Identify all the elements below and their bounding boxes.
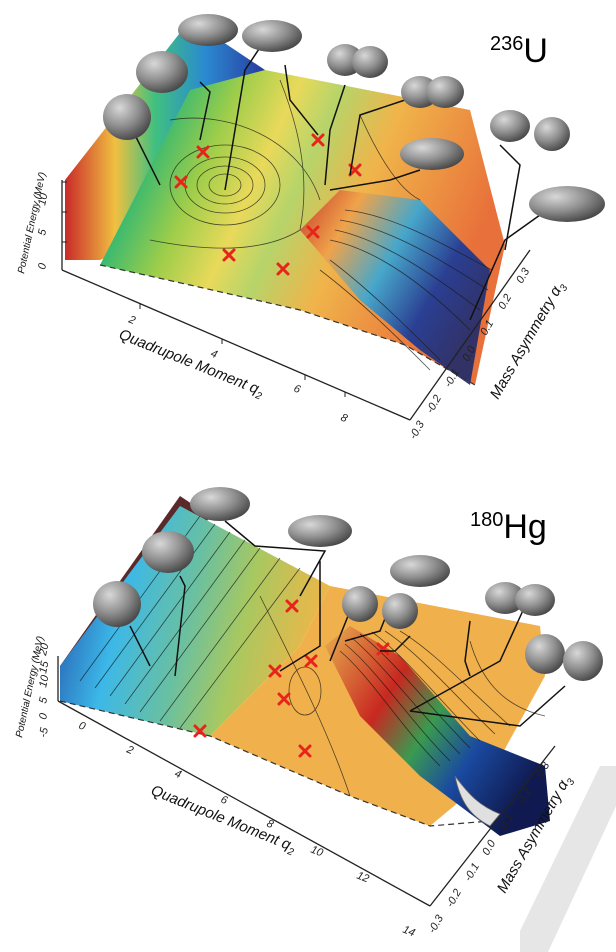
y-tick: -5 — [37, 726, 51, 739]
z-axis-title: Mass Asymmetry α3 — [487, 278, 571, 403]
surface-highlight — [454, 775, 501, 827]
shape-icon — [142, 531, 194, 573]
z-tick: -0.3 — [426, 912, 446, 935]
nucleus-label: 236U — [490, 32, 548, 70]
panel-236u: 2 4 6 8 Quadrupole Moment q2 0 5 10 Pote… — [16, 14, 605, 442]
saddle-marker — [285, 599, 299, 613]
shape-icon — [401, 76, 464, 108]
saddle-markers — [174, 133, 362, 276]
saddle-marker — [276, 262, 290, 276]
y-tick: 0 — [37, 711, 50, 720]
shape-icon — [400, 138, 464, 170]
pes-plot-236u: 2 4 6 8 Quadrupole Moment q2 0 5 10 Pote… — [16, 14, 605, 442]
shape-icon — [103, 94, 151, 140]
contour-lines — [149, 79, 493, 371]
x-tick: 8 — [339, 412, 350, 426]
surface-fission-valley — [300, 190, 490, 385]
x-tick-marks — [139, 304, 346, 397]
contour-lines — [79, 515, 546, 797]
y-tick: 15 — [37, 659, 51, 674]
surface-left-valley — [60, 506, 330, 736]
x-tick: 4 — [173, 768, 183, 781]
shape-icon — [288, 515, 352, 547]
x-tick: 6 — [219, 794, 230, 808]
axes — [57, 656, 556, 907]
axes — [61, 180, 531, 421]
shape-icon — [136, 51, 188, 93]
nuclear-shapes — [103, 14, 605, 222]
saddle-marker — [306, 225, 320, 239]
shape-icon — [529, 186, 605, 222]
saddle-marker — [376, 642, 390, 656]
shape-pointers — [129, 520, 566, 727]
shape-icon — [342, 586, 418, 629]
z-tick: -0.3 — [407, 418, 427, 441]
saddle-marker — [222, 248, 236, 262]
x-tick: 12 — [355, 870, 371, 886]
watermark-shape — [520, 766, 616, 952]
saddle-markers — [193, 599, 390, 758]
shape-icon — [327, 44, 388, 78]
x-axis-title: Quadrupole Moment q2 — [115, 326, 266, 403]
x-tick: 2 — [124, 743, 135, 757]
x-tick: 4 — [209, 348, 219, 361]
z-tick: -0.1 — [462, 861, 482, 883]
saddle-marker — [311, 133, 325, 147]
nuclear-shapes — [93, 487, 603, 681]
shape-icon — [178, 14, 238, 46]
saddle-marker — [174, 175, 188, 189]
saddle-marker — [268, 664, 282, 678]
saddle-marker — [304, 654, 318, 668]
x-tick: 8 — [265, 818, 276, 832]
y-tick: 20 — [37, 641, 52, 657]
y-tick: 10 — [37, 673, 51, 688]
shape-pointers — [134, 39, 541, 321]
z-tick: 0.0 — [480, 837, 498, 857]
saddle-marker — [193, 724, 207, 738]
z-tick: -0.2 — [444, 887, 464, 909]
saddle-marker — [298, 744, 312, 758]
y-tick: 5 — [37, 695, 50, 704]
surface-edge — [59, 700, 491, 827]
x-tick: 2 — [126, 313, 137, 327]
saddle-marker — [277, 692, 291, 706]
shape-icon — [93, 581, 141, 627]
y-tick-marks — [62, 181, 67, 243]
shape-icon — [490, 110, 570, 151]
shape-icon — [525, 634, 603, 681]
x-tick: 14 — [401, 924, 417, 940]
y-tick: 5 — [36, 227, 49, 236]
saddle-marker — [196, 145, 210, 159]
y-tick: 0 — [36, 261, 49, 270]
surface-fission-valley — [325, 626, 550, 836]
panel-180hg: 0 2 4 6 8 10 12 14 Quadrupole Moment q2 … — [0, 476, 616, 952]
y-axis-title: Potential Energy (MeV) — [16, 171, 48, 274]
y-tick: 10 — [36, 191, 50, 206]
nucleus-label: 180Hg — [470, 508, 547, 546]
shape-icon — [485, 582, 555, 616]
shape-icon — [242, 20, 302, 52]
x-tick: 10 — [309, 844, 326, 860]
x-tick: 0 — [77, 720, 88, 734]
surface-edge — [99, 264, 476, 386]
shape-icon — [190, 487, 250, 521]
shape-icon — [390, 555, 450, 587]
pes-plot-180hg: 0 2 4 6 8 10 12 14 Quadrupole Moment q2 … — [14, 487, 616, 952]
x-tick: 6 — [292, 383, 303, 397]
